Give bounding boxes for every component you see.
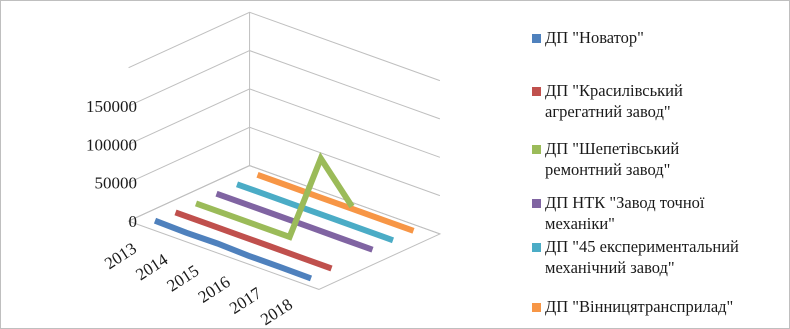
series-line (174, 209, 333, 272)
legend-swatch (532, 199, 541, 208)
gridline (128, 50, 441, 120)
legend-swatch (532, 303, 541, 312)
series-lines (153, 152, 415, 282)
legend-swatch (532, 87, 541, 96)
y-tick-label: 0 (129, 212, 138, 231)
gridline (128, 165, 441, 235)
series-line (194, 152, 355, 241)
legend-item: ДП "Новатор" (532, 27, 644, 48)
series-line (235, 181, 395, 244)
gridline (128, 126, 441, 197)
series-line (153, 217, 313, 282)
y-tick-label: 100000 (86, 135, 137, 154)
legend-swatch (532, 145, 541, 154)
y-tick-label: 150000 (86, 97, 137, 116)
legend-label: ДП "45 експериментальний механічний заво… (545, 237, 739, 277)
series-line (256, 171, 415, 234)
legend-label: ДП "Шепетівський ремонтний завод" (545, 139, 680, 179)
legend-item: ДП "Красилівський агрегатний завод" (532, 80, 683, 122)
legend-item: ДП "Вінницятрансприлад" (532, 296, 733, 317)
legend-item: ДП "Шепетівський ремонтний завод" (532, 138, 679, 180)
chart-walls (127, 12, 442, 290)
legend-label: ДП "Красилівський агрегатний завод" (545, 81, 683, 121)
y-axis-tick-labels: 0 50000 100000 150000 (86, 97, 137, 231)
y-tick-label: 50000 (95, 174, 138, 193)
legend-item: ДП НТК "Завод точної механіки" (532, 192, 705, 234)
legend-item: ДП "45 експериментальний механічний заво… (532, 236, 739, 278)
gridline (128, 88, 441, 158)
legend-label: ДП НТК "Завод точної механіки" (545, 193, 705, 233)
legend-label: ДП "Вінницятрансприлад" (545, 297, 734, 316)
legend-swatch (532, 243, 541, 252)
legend-label: ДП "Новатор" (545, 28, 644, 47)
gridlines (128, 11, 441, 235)
legend-swatch (532, 34, 541, 43)
gridline (128, 11, 441, 82)
